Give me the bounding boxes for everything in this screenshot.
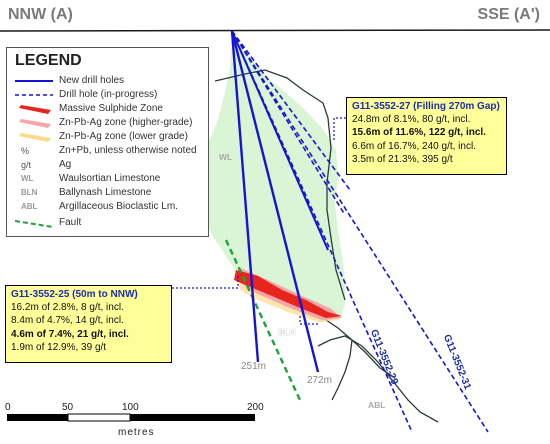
depth-label-272: 272m <box>307 375 333 386</box>
legend-symbol: ABL <box>21 202 38 211</box>
scale-bar-segment-2 <box>67 413 131 422</box>
callout-line: 6.6m of 16.7%, 240 g/t, incl. <box>352 140 476 152</box>
scale-bar-segment-3 <box>130 414 255 421</box>
dashed-line-icon <box>15 94 53 96</box>
section-end-label: SSE (A') <box>477 6 540 23</box>
depth-label-251: 251m <box>241 361 267 372</box>
yellow-zone-icon <box>19 133 51 142</box>
callout-line: 8.4m of 4.7%, 14 g/t, incl. <box>11 315 124 327</box>
geology-contact-abl <box>317 335 439 423</box>
scale-tick-50: 50 <box>62 402 74 413</box>
unit-label-abl: ABL <box>368 400 386 410</box>
legend-label: Drill hole (in-progress) <box>59 89 158 100</box>
legend-symbol: g/t <box>21 160 32 170</box>
callout-title: G11-3552-27 (Filling 270m Gap) <box>352 101 500 112</box>
legend-label: Zn-Pb-Ag zone (higher-grade) <box>59 117 193 128</box>
legend-label: Massive Sulphide Zone <box>59 103 163 114</box>
scale-unit-label: metres <box>118 427 155 438</box>
drill-hole-272m <box>230 30 320 373</box>
legend-label: Zn-Pb-Ag zone (lower grade) <box>59 131 188 142</box>
legend-title: LEGEND <box>15 52 82 69</box>
legend-label: New drill holes <box>59 75 125 86</box>
legend-symbol: BLN <box>21 188 38 197</box>
section-start-label: NNW (A) <box>8 6 73 23</box>
drill-hole-32 <box>231 30 346 216</box>
drill-hole-33 <box>231 30 351 191</box>
scale-tick-200: 200 <box>247 402 264 413</box>
red-zone-icon <box>19 105 51 114</box>
leader-25b <box>299 316 318 325</box>
legend-label: Waulsortian Limestone <box>59 173 161 184</box>
scale-tick-0: 0 <box>5 402 11 413</box>
fault-line-icon <box>15 220 54 228</box>
legend-label: Ballynash Limestone <box>59 187 152 198</box>
leader-25 <box>172 276 239 289</box>
callout-hole-27: G11-3552-27 (Filling 270m Gap) 24.8m of … <box>346 97 507 175</box>
callout-line: 1.9m of 12.9%, 39 g/t <box>11 341 107 353</box>
legend-symbol: WL <box>21 174 34 183</box>
callout-line: 24.8m of 8.1%, 80 g/t, incl. <box>352 114 471 126</box>
legend-label: Fault <box>59 217 82 228</box>
unit-label-bln: BLN <box>278 327 296 337</box>
legend-label: Ag <box>59 159 72 170</box>
pink-zone-icon <box>19 119 51 128</box>
callout-title: G11-3552-25 (50m to NNW) <box>11 289 138 300</box>
callout-line: 16.2m of 2.8%, 8 g/t, incl. <box>11 302 124 314</box>
callout-hole-25: G11-3552-25 (50m to NNW) 16.2m of 2.8%, … <box>5 285 172 363</box>
drill-hole-29 <box>231 30 413 433</box>
leader-27 <box>333 117 346 142</box>
scale-bar-segment-1 <box>7 414 68 421</box>
scale-tick-100: 100 <box>122 402 139 413</box>
callout-line: 15.6m of 11.6%, 122 g/t, incl. <box>352 127 486 139</box>
drill-hole-27 <box>231 30 329 251</box>
legend-symbol: % <box>21 146 30 156</box>
unit-label-wl: WL <box>219 152 233 162</box>
drill-hole-251m <box>230 30 260 363</box>
legend-label: Argillaceous Bioclastic Lm. <box>59 201 178 212</box>
solid-line-icon <box>15 80 53 82</box>
callout-line: 4.6m of 7.4%, 21 g/t, incl. <box>11 328 129 340</box>
massive-sulphide-zone <box>234 270 342 318</box>
legend-box: LEGEND New drill holes Drill hole (in-pr… <box>6 47 209 237</box>
drill-hole-31 <box>231 30 489 433</box>
geology-contact-lower <box>331 339 353 401</box>
geology-contact-upper <box>214 69 346 301</box>
callout-line: 3.5m of 21.3%, 395 g/t <box>352 153 453 165</box>
legend-label: Zn+Pb, unless otherwise noted <box>59 145 197 156</box>
ground-surface-line <box>0 29 550 32</box>
